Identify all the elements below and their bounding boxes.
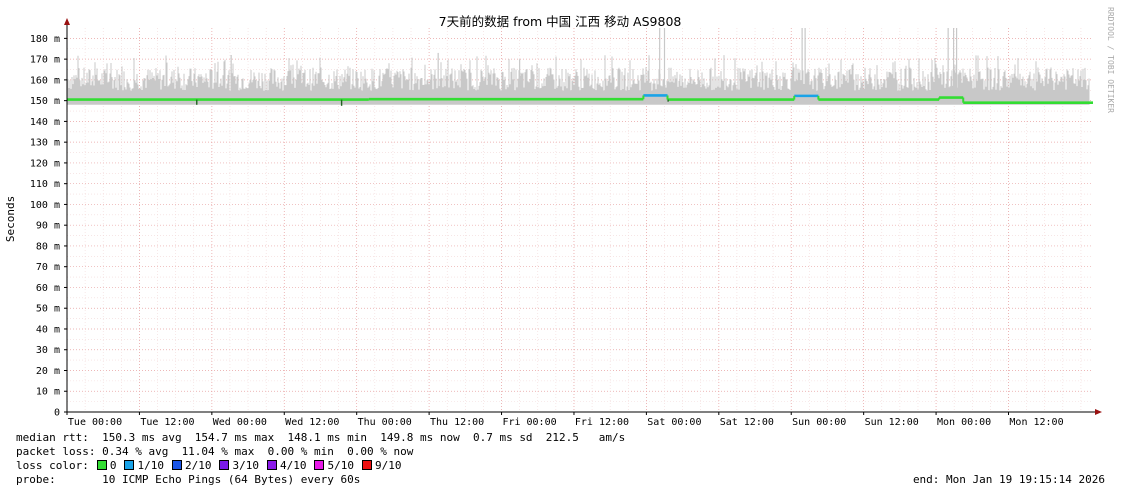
- loss-legend-label: 3/10: [232, 459, 259, 472]
- loss-legend-swatch: [361, 460, 372, 470]
- loss-legend-swatch: [266, 460, 277, 470]
- x-tick-label: Tue 12:00: [140, 417, 194, 428]
- loss-legend-label: 5/10: [327, 459, 354, 472]
- loss-legend-label: 9/10: [374, 459, 402, 472]
- y-tick-label: 120 m: [30, 158, 60, 169]
- axes: [64, 18, 1102, 415]
- y-axis-label: Seconds: [4, 196, 17, 242]
- rrdtool-watermark: RRDTOOL / TOBI OETIKER: [1106, 7, 1115, 113]
- loss-legend-label: 4/10: [279, 459, 307, 472]
- median-rtt-stats: median rtt: 150.3 ms avg 154.7 ms max 14…: [16, 431, 626, 444]
- y-tick-label: 180 m: [30, 34, 60, 45]
- packet-loss-stats: packet loss: 0.34 % avg 11.04 % max 0.00…: [16, 445, 414, 458]
- loss-legend-label: 0: [109, 459, 117, 472]
- smoke-bars: [67, 55, 1090, 105]
- y-tick-label: 50 m: [36, 304, 60, 315]
- y-tick-label: 170 m: [30, 55, 60, 66]
- y-tick-label: 150 m: [30, 96, 60, 107]
- x-tick-label: Sat 12:00: [720, 417, 774, 428]
- x-tick-label: Tue 00:00: [68, 417, 122, 428]
- x-tick-label: Wed 12:00: [285, 417, 339, 428]
- loss-color-legend: loss color: 0 1/10 2/10 3/10 4/10 5/10 9/10: [16, 459, 401, 473]
- loss-legend-items: 0 1/10 2/10 3/10 4/10 5/10 9/10: [89, 459, 402, 473]
- loss-legend-label: 2/10: [184, 459, 212, 472]
- x-tick-label: Thu 00:00: [358, 417, 412, 428]
- x-tick-label: Mon 12:00: [1009, 417, 1063, 428]
- loss-legend-label: 1/10: [137, 459, 164, 472]
- y-tick-label: 20 m: [36, 366, 60, 377]
- y-tick-label: 10 m: [36, 387, 60, 398]
- x-tick-labels: Tue 00:00 Tue 12:00 Wed 00:00 Wed 12:00 Thu …: [66, 412, 1064, 428]
- loss-legend-item: 0: [89, 459, 117, 473]
- x-tick-label: Thu 12:00: [430, 417, 484, 428]
- end-timestamp: end: Mon Jan 19 19:15:14 2026: [912, 473, 1105, 486]
- loss-legend-swatch: [171, 460, 182, 470]
- y-tick-label: 40 m: [36, 324, 60, 335]
- loss-legend-swatch: [219, 460, 230, 470]
- y-tick-label: 130 m: [30, 138, 60, 149]
- y-tick-labels: 0 10 m 20 m 30 m 40 m 50 m 60 m 70 m 80 m 90 m 100…: [30, 34, 67, 419]
- loss-legend-item: 4/10: [259, 459, 307, 473]
- chart-title: 7天前的数据 from 中国 江西 移动 AS9808: [439, 14, 682, 29]
- loss-legend-item: 3/10: [211, 459, 259, 473]
- loss-legend-swatch: [96, 460, 107, 470]
- loss-legend-item: 9/10: [354, 459, 402, 473]
- y-tick-label: 140 m: [30, 117, 60, 128]
- y-tick-label: 110 m: [30, 179, 60, 190]
- x-tick-label: Fri 12:00: [575, 417, 629, 428]
- probe-info: probe: 10 ICMP Echo Pings (64 Bytes) eve…: [16, 473, 361, 486]
- y-tick-label: 100 m: [30, 200, 60, 211]
- y-tick-label: 80 m: [36, 241, 60, 252]
- x-tick-label: Mon 00:00: [937, 417, 991, 428]
- loss-legend-item: 2/10: [164, 459, 212, 473]
- x-tick-label: Wed 00:00: [213, 417, 267, 428]
- x-tick-label: Sun 12:00: [865, 417, 919, 428]
- x-tick-label: Sun 00:00: [792, 417, 846, 428]
- y-tick-label: 60 m: [36, 283, 60, 294]
- y-tick-label: 0: [54, 408, 60, 419]
- y-tick-label: 160 m: [30, 75, 60, 86]
- loss-color-label: loss color:: [16, 459, 89, 472]
- x-tick-label: Fri 00:00: [502, 417, 556, 428]
- loss-legend-swatch: [314, 460, 325, 470]
- x-axis-arrow: [1095, 409, 1102, 415]
- y-tick-label: 90 m: [36, 221, 60, 232]
- x-tick-label: Sat 00:00: [647, 417, 701, 428]
- y-tick-label: 30 m: [36, 345, 60, 356]
- loss-legend-item: 5/10: [306, 459, 354, 473]
- loss-legend-item: 1/10: [116, 459, 164, 473]
- y-axis-arrow: [64, 18, 70, 25]
- loss-legend-swatch: [124, 460, 135, 470]
- median-line: [67, 94, 1093, 106]
- smoke-band: [67, 28, 1090, 105]
- y-tick-label: 70 m: [36, 262, 60, 273]
